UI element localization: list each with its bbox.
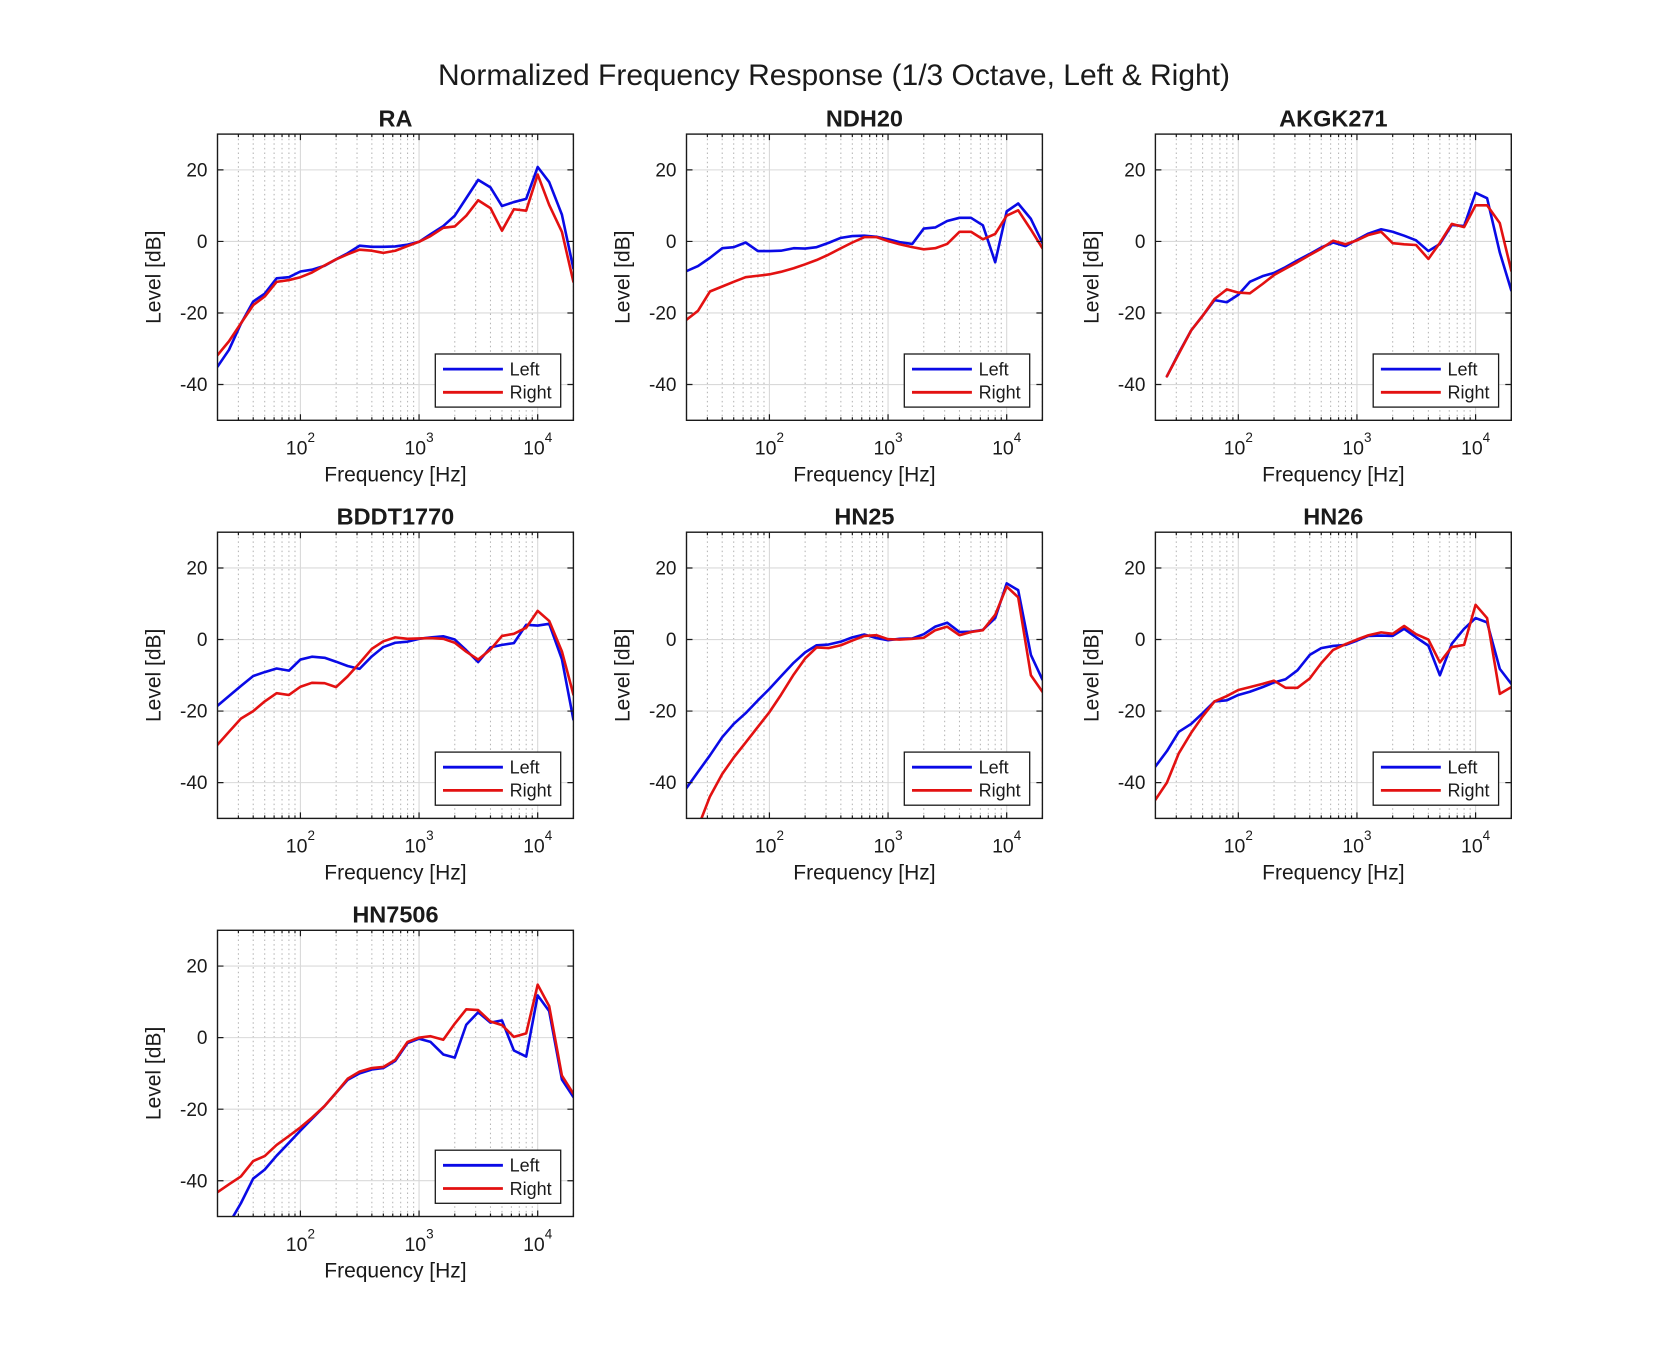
svg-text:0: 0 — [197, 232, 208, 253]
svg-text:103: 103 — [404, 1226, 433, 1256]
svg-text:Level [dB]: Level [dB] — [143, 629, 166, 722]
svg-text:-20: -20 — [649, 304, 676, 325]
svg-text:-20: -20 — [180, 1100, 207, 1121]
svg-text:103: 103 — [404, 828, 433, 858]
svg-text:102: 102 — [1224, 430, 1253, 460]
svg-text:Right: Right — [979, 383, 1021, 403]
svg-text:20: 20 — [655, 559, 676, 580]
svg-text:Right: Right — [1448, 383, 1490, 403]
svg-text:103: 103 — [1342, 430, 1371, 460]
svg-text:102: 102 — [755, 430, 784, 460]
svg-text:20: 20 — [186, 559, 207, 580]
svg-text:0: 0 — [197, 1028, 208, 1049]
svg-text:Frequency [Hz]: Frequency [Hz] — [324, 463, 466, 486]
svg-text:Right: Right — [510, 383, 552, 403]
svg-text:103: 103 — [1342, 828, 1371, 858]
svg-text:-40: -40 — [649, 773, 676, 794]
svg-text:-40: -40 — [180, 375, 207, 396]
svg-text:20: 20 — [186, 160, 207, 181]
svg-text:-40: -40 — [1118, 375, 1145, 396]
svg-text:104: 104 — [523, 1226, 553, 1256]
svg-text:0: 0 — [666, 232, 677, 253]
svg-text:Left: Left — [979, 359, 1009, 379]
svg-text:104: 104 — [992, 828, 1022, 858]
svg-text:HN7506: HN7506 — [352, 902, 438, 928]
svg-text:Left: Left — [510, 758, 540, 778]
svg-text:0: 0 — [197, 630, 208, 651]
svg-text:104: 104 — [992, 430, 1022, 460]
svg-text:-40: -40 — [180, 1171, 207, 1192]
svg-text:103: 103 — [404, 430, 433, 460]
svg-text:20: 20 — [655, 160, 676, 181]
svg-text:Level [dB]: Level [dB] — [612, 230, 635, 323]
svg-text:Level [dB]: Level [dB] — [612, 629, 635, 722]
svg-text:BDDT1770: BDDT1770 — [337, 504, 455, 530]
svg-text:102: 102 — [1224, 828, 1253, 858]
svg-text:Left: Left — [1448, 758, 1478, 778]
svg-text:-40: -40 — [649, 375, 676, 396]
svg-text:20: 20 — [186, 957, 207, 978]
svg-text:-20: -20 — [1118, 304, 1145, 325]
svg-text:Frequency [Hz]: Frequency [Hz] — [1262, 861, 1404, 884]
svg-text:Right: Right — [979, 781, 1021, 801]
svg-text:Frequency [Hz]: Frequency [Hz] — [324, 861, 466, 884]
svg-text:104: 104 — [523, 828, 553, 858]
svg-text:HN25: HN25 — [834, 504, 894, 530]
svg-text:102: 102 — [286, 1226, 315, 1256]
svg-text:103: 103 — [873, 430, 902, 460]
svg-text:Right: Right — [510, 1179, 552, 1199]
svg-text:20: 20 — [1124, 160, 1145, 181]
svg-text:Frequency [Hz]: Frequency [Hz] — [793, 463, 935, 486]
svg-text:NDH20: NDH20 — [826, 105, 903, 131]
svg-text:Frequency [Hz]: Frequency [Hz] — [1262, 463, 1404, 486]
svg-text:Level [dB]: Level [dB] — [143, 230, 166, 323]
svg-text:Left: Left — [510, 1156, 540, 1176]
svg-text:Level [dB]: Level [dB] — [1080, 629, 1103, 722]
svg-text:104: 104 — [523, 430, 553, 460]
svg-text:AKGK271: AKGK271 — [1279, 105, 1387, 131]
svg-text:0: 0 — [1135, 232, 1146, 253]
svg-text:Right: Right — [1448, 781, 1490, 801]
svg-text:HN26: HN26 — [1303, 504, 1363, 530]
svg-text:-20: -20 — [649, 702, 676, 723]
svg-text:102: 102 — [286, 430, 315, 460]
svg-text:Left: Left — [1448, 359, 1478, 379]
svg-text:Frequency [Hz]: Frequency [Hz] — [324, 1260, 466, 1283]
svg-text:103: 103 — [873, 828, 902, 858]
svg-text:0: 0 — [666, 630, 677, 651]
svg-text:104: 104 — [1461, 430, 1491, 460]
svg-text:102: 102 — [286, 828, 315, 858]
svg-text:0: 0 — [1135, 630, 1146, 651]
svg-text:-20: -20 — [1118, 702, 1145, 723]
svg-text:20: 20 — [1124, 559, 1145, 580]
svg-text:104: 104 — [1461, 828, 1491, 858]
svg-text:Normalized Frequency Response: Normalized Frequency Response (1/3 Octav… — [438, 59, 1230, 92]
svg-text:Left: Left — [510, 359, 540, 379]
svg-text:Right: Right — [510, 781, 552, 801]
svg-text:Left: Left — [979, 758, 1009, 778]
svg-text:Level [dB]: Level [dB] — [1080, 230, 1103, 323]
svg-text:Frequency [Hz]: Frequency [Hz] — [793, 861, 935, 884]
svg-text:RA: RA — [378, 105, 412, 131]
svg-text:-20: -20 — [180, 304, 207, 325]
svg-text:-20: -20 — [180, 702, 207, 723]
svg-text:Level [dB]: Level [dB] — [143, 1027, 166, 1120]
svg-text:-40: -40 — [180, 773, 207, 794]
svg-text:-40: -40 — [1118, 773, 1145, 794]
svg-text:102: 102 — [755, 828, 784, 858]
